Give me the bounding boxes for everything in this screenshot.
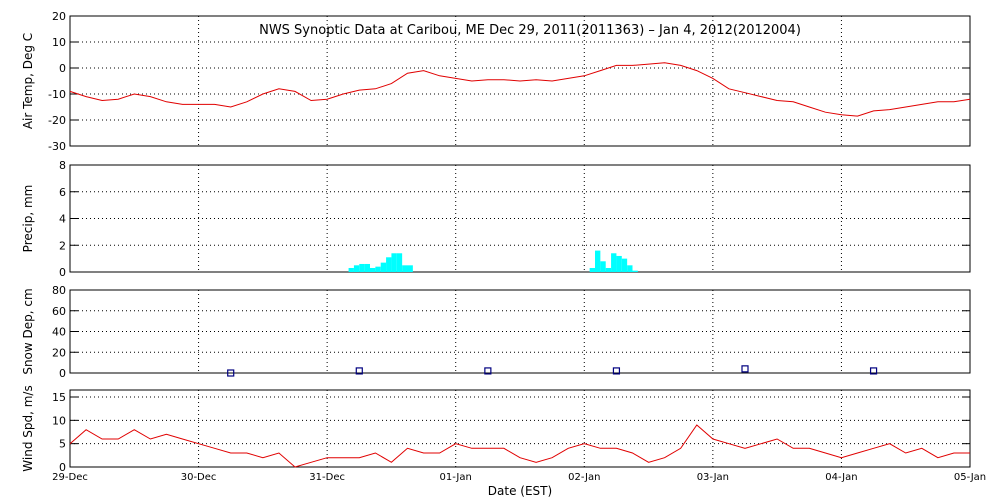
data-line — [69, 424, 970, 468]
point — [484, 367, 492, 375]
y-axis-label: Air Temp, Deg C — [21, 33, 35, 129]
data-line — [69, 62, 971, 117]
bar — [386, 257, 392, 272]
y-tick-label: 15 — [52, 391, 66, 404]
bar — [353, 265, 360, 272]
y-tick-label: 10 — [52, 414, 66, 427]
point — [227, 369, 235, 377]
bar — [627, 265, 633, 272]
point — [869, 367, 878, 375]
bar — [348, 267, 354, 272]
x-tick-label: 31-Dec — [309, 472, 345, 483]
y-tick-label: -10 — [48, 88, 66, 101]
y-tick-label: 6 — [59, 186, 66, 199]
bar — [595, 250, 601, 272]
y-tick-label: 4 — [59, 213, 66, 226]
y-tick-label: 0 — [59, 367, 66, 380]
bar — [589, 267, 595, 272]
bar — [632, 270, 638, 272]
bar — [380, 262, 387, 272]
bar — [605, 267, 612, 272]
bar — [396, 253, 403, 272]
y-tick-label: 60 — [52, 305, 66, 318]
y-tick-label: 20 — [52, 10, 66, 23]
y-tick-label: 0 — [59, 266, 66, 279]
bar — [364, 263, 370, 272]
plot-frame — [69, 15, 971, 147]
bar — [621, 258, 628, 272]
y-tick-label: 40 — [52, 326, 66, 339]
y-tick-label: 5 — [59, 438, 66, 451]
x-tick-label: 29-Dec — [52, 472, 88, 483]
y-tick-label: 0 — [59, 62, 66, 75]
bar — [616, 255, 622, 272]
bar — [611, 253, 617, 272]
x-tick-label: 01-Jan — [440, 472, 472, 483]
point — [612, 367, 621, 375]
chart-title: NWS Synoptic Data at Caribou, ME Dec 29,… — [259, 23, 801, 38]
y-tick-label: -30 — [48, 140, 66, 153]
y-tick-label: 2 — [59, 239, 66, 252]
x-axis-label: Date (EST) — [488, 484, 552, 498]
bar — [391, 253, 397, 272]
y-tick-label: 0 — [59, 461, 66, 474]
bar — [370, 267, 376, 272]
y-tick-label: 10 — [52, 36, 66, 49]
x-tick-label: 04-Jan — [825, 472, 857, 483]
x-tick-label: 05-Jan — [954, 472, 986, 483]
point — [355, 367, 363, 375]
bar — [375, 266, 381, 272]
bar — [407, 265, 413, 272]
bar — [600, 261, 606, 272]
point — [741, 365, 749, 373]
x-tick-label: 30-Dec — [181, 472, 217, 483]
plot-frame — [69, 164, 971, 273]
y-axis-label: Precip, mm — [21, 185, 35, 253]
y-tick-label: -20 — [48, 114, 66, 127]
plot-frame — [69, 289, 971, 374]
y-tick-label: 8 — [59, 159, 66, 172]
plot-frame — [69, 389, 971, 468]
y-axis-label: Wind Spd, m/s — [21, 385, 35, 471]
bar — [402, 265, 408, 272]
x-tick-label: 02-Jan — [568, 472, 600, 483]
bar — [359, 263, 365, 272]
y-axis-label: Snow Dep, cm — [21, 288, 35, 374]
y-tick-label: 20 — [52, 346, 66, 359]
y-tick-label: 80 — [52, 284, 66, 297]
x-tick-label: 03-Jan — [697, 472, 729, 483]
